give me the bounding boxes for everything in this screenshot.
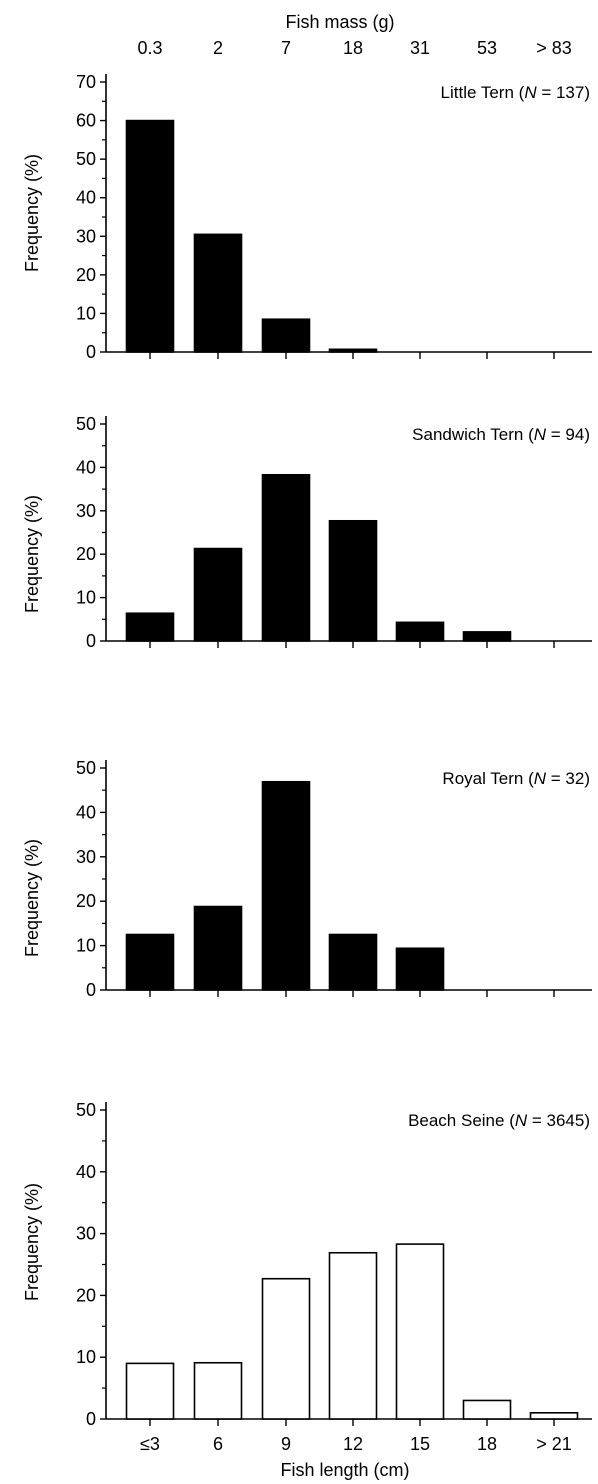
y-tick-label: 50 (76, 758, 96, 778)
bar (328, 348, 378, 353)
y-tick-label: 10 (76, 1347, 96, 1367)
panel-label-count: = 94) (546, 425, 590, 444)
top-tick-label: 0.3 (137, 38, 162, 58)
bar (328, 519, 378, 642)
bar (261, 1277, 311, 1420)
y-tick-label: 20 (76, 544, 96, 564)
panel-label-n: N (534, 425, 547, 444)
bottom-tick-label: 18 (477, 1434, 497, 1454)
y-axis-title: Frequency (%) (22, 154, 42, 272)
y-tick-label: 50 (76, 414, 96, 434)
y-axis-title: Frequency (%) (22, 495, 42, 613)
y-tick-label: 30 (76, 847, 96, 867)
bar (462, 631, 512, 642)
bar (193, 905, 243, 991)
bar (462, 1399, 512, 1420)
y-tick-label: 20 (76, 265, 96, 285)
bottom-axis-title: Fish length (cm) (280, 1460, 409, 1480)
bar (261, 318, 311, 353)
y-tick-label: 50 (76, 1100, 96, 1120)
chart-panel: 0 10 20 30 40 50 Frequency (%) Royal Tern (N = … (22, 758, 592, 1000)
bottom-axis-tick-labels: ≤3 6 9 12 15 18 > 21 (140, 1434, 572, 1454)
panel-label: Beach Seine (N = 3645) (408, 1111, 590, 1130)
top-axis: Fish mass (g) 0.3 2 7 18 31 53 > 83 (137, 12, 571, 58)
bar (193, 547, 243, 642)
panel-label-name: Beach Seine ( (408, 1111, 515, 1130)
y-tick-label: 10 (76, 303, 96, 323)
bar (395, 947, 445, 991)
bottom-tick-label: 9 (281, 1434, 291, 1454)
panel-label: Royal Tern (N = 32) (442, 769, 590, 788)
y-tick-label: 70 (76, 72, 96, 92)
top-tick-label: 18 (343, 38, 363, 58)
bar (125, 1362, 175, 1420)
bottom-tick-label: 15 (410, 1434, 430, 1454)
bar (395, 1243, 445, 1420)
panel-label: Little Tern (N = 137) (441, 83, 590, 102)
top-tick-label: 7 (281, 38, 291, 58)
panel-label: Sandwich Tern (N = 94) (412, 425, 590, 444)
y-axis-title: Frequency (%) (22, 1183, 42, 1301)
y-tick-label: 0 (86, 980, 96, 1000)
panel-label-name: Little Tern ( (441, 83, 525, 102)
panel-label-n: N (515, 1111, 528, 1130)
bar (328, 933, 378, 991)
bottom-axis: ≤3 6 9 12 15 18 > 21 Fish length (cm) (140, 1434, 572, 1480)
bar (193, 233, 243, 353)
panel-label-name: Sandwich Tern ( (412, 425, 534, 444)
top-axis-tick-labels: 0.3 2 7 18 31 53 > 83 (137, 38, 571, 58)
y-axis-title: Frequency (%) (22, 839, 42, 957)
y-tick-label: 40 (76, 1162, 96, 1182)
y-tick-label: 60 (76, 111, 96, 131)
y-tick-label: 0 (86, 1409, 96, 1429)
y-tick-label: 10 (76, 936, 96, 956)
top-tick-label: 53 (477, 38, 497, 58)
panel-label-count: = 3645) (527, 1111, 590, 1130)
bar (395, 621, 445, 642)
y-tick-label: 10 (76, 588, 96, 608)
y-tick-label: 30 (76, 501, 96, 521)
panel-label-name: Royal Tern ( (442, 769, 534, 788)
bottom-tick-label: > 21 (536, 1434, 572, 1454)
top-axis-title: Fish mass (g) (285, 12, 394, 32)
y-tick-label: 0 (86, 342, 96, 362)
bar (125, 933, 175, 991)
top-tick-label: 31 (410, 38, 430, 58)
chart-panel: 0 10 20 30 40 50 Frequency (%) Sandwich Tern (N… (22, 414, 592, 651)
chart-panels: 0 10 20 30 40 50 60 70 Frequency (%) Little Tern … (22, 72, 592, 1429)
bottom-tick-label: 12 (343, 1434, 363, 1454)
bottom-tick-label: 6 (213, 1434, 223, 1454)
bar (125, 612, 175, 642)
y-tick-label: 40 (76, 188, 96, 208)
y-tick-label: 20 (76, 891, 96, 911)
panel-label-n: N (524, 83, 537, 102)
bar (529, 1412, 579, 1420)
top-tick-label: > 83 (536, 38, 572, 58)
bottom-tick-label: ≤3 (140, 1434, 160, 1454)
chart-panel: 0 10 20 30 40 50 60 70 Frequency (%) Little Tern … (22, 72, 592, 362)
panel-label-count: = 32) (546, 769, 590, 788)
panel-label-n: N (534, 769, 547, 788)
y-tick-label: 30 (76, 1224, 96, 1244)
y-tick-label: 20 (76, 1285, 96, 1305)
bar (328, 1251, 378, 1420)
bar (261, 780, 311, 991)
top-tick-label: 2 (213, 38, 223, 58)
panel-label-count: = 137) (537, 83, 590, 102)
y-tick-label: 30 (76, 226, 96, 246)
bar (261, 473, 311, 642)
bar (125, 119, 175, 353)
y-tick-label: 40 (76, 457, 96, 477)
y-tick-label: 50 (76, 149, 96, 169)
bar (193, 1361, 243, 1420)
y-tick-label: 0 (86, 631, 96, 651)
chart-panel: 0 10 20 30 40 50 Frequency (%) Beach Seine (N =… (22, 1100, 592, 1429)
y-tick-label: 40 (76, 802, 96, 822)
